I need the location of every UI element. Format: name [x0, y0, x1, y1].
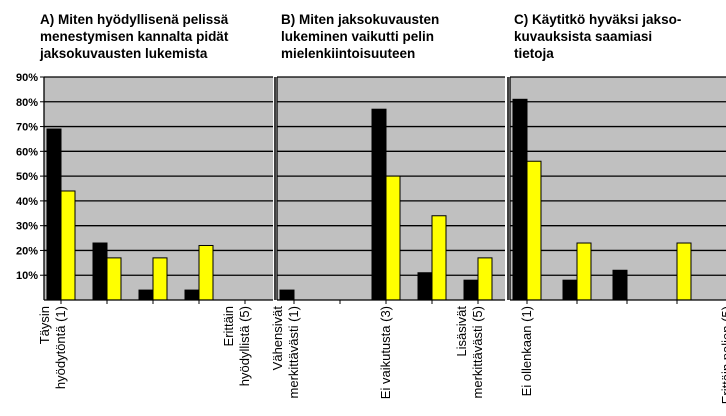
bar-yellow: [198, 244, 214, 301]
y-tick-label: 70%: [16, 122, 38, 134]
category-label: merkittävästi (1): [286, 306, 301, 398]
bar-black: [612, 269, 628, 301]
bar-black: [417, 272, 433, 301]
bar-black: [562, 279, 578, 301]
chart-title-line: mielenkiintoisuuteen: [281, 46, 415, 61]
bar-yellow: [526, 160, 542, 301]
category-label: merkittävästi (5): [470, 306, 485, 398]
bar-yellow: [477, 257, 493, 301]
bar-yellow: [676, 242, 692, 301]
y-tick-label: 90%: [16, 72, 38, 84]
bar-yellow: [385, 175, 401, 301]
chart-title-line: B) Miten jaksokuvausten: [281, 12, 439, 27]
bar-black: [463, 279, 479, 301]
y-tick-label: 10%: [16, 270, 38, 282]
bar-yellow: [106, 257, 122, 301]
y-tick-label: 30%: [16, 221, 38, 233]
category-label: Ei ollenkaan (1): [519, 306, 534, 396]
category-label: Vähensivät: [270, 306, 285, 371]
category-label: Erittäin paljon (5): [719, 306, 726, 404]
bar-yellow: [576, 242, 592, 301]
bar-yellow: [60, 190, 76, 301]
bar-black: [138, 289, 154, 301]
category-label: Ei vaikutusta (3): [378, 306, 393, 399]
chart-title-line: lukeminen vaikutti pelin: [281, 29, 434, 44]
bar-black: [512, 98, 528, 301]
y-tick-label: 20%: [16, 245, 38, 257]
y-tick-label: 80%: [16, 97, 38, 109]
category-label: hyödytöntä (1): [53, 306, 68, 389]
bar-black: [371, 108, 387, 301]
bar-yellow: [431, 215, 447, 301]
bar-black: [184, 289, 200, 301]
category-label: hyödyllistä (5): [237, 306, 252, 386]
chart-title-line: C) Käytitkö hyväksi jakso-: [514, 12, 681, 27]
chart-title-2: B) Miten jaksokuvausten lukeminen vaikutt…: [281, 12, 439, 61]
bar-black: [92, 242, 108, 301]
chart-title-line: menestymisen kannalta pidät: [40, 29, 229, 44]
chart-title-line: kuvauksista saamiasi: [514, 29, 652, 44]
bar-yellow: [152, 257, 168, 301]
chart-title-1: A) Miten hyödyllisenä pelissä menestymise…: [39, 12, 229, 61]
chart-title-3: C) Käytitkö hyväksi jakso-kuvauksista sa…: [514, 12, 681, 61]
y-tick-label: 40%: [16, 196, 38, 208]
chart-title-line: jaksokuvausten lukemista: [39, 46, 208, 61]
plot-area-3: [510, 77, 726, 300]
category-label: Erittäin: [221, 306, 236, 346]
category-label: Lisäsivät: [454, 306, 469, 357]
y-tick-label: 60%: [16, 146, 38, 158]
bar-black: [46, 128, 62, 301]
bar-black: [279, 289, 295, 301]
y-tick-label: 50%: [16, 171, 38, 183]
chart-title-line: tietoja: [514, 46, 554, 61]
chart-title-line: A) Miten hyödyllisenä pelissä: [40, 12, 229, 27]
category-label: Täysin: [37, 306, 52, 344]
